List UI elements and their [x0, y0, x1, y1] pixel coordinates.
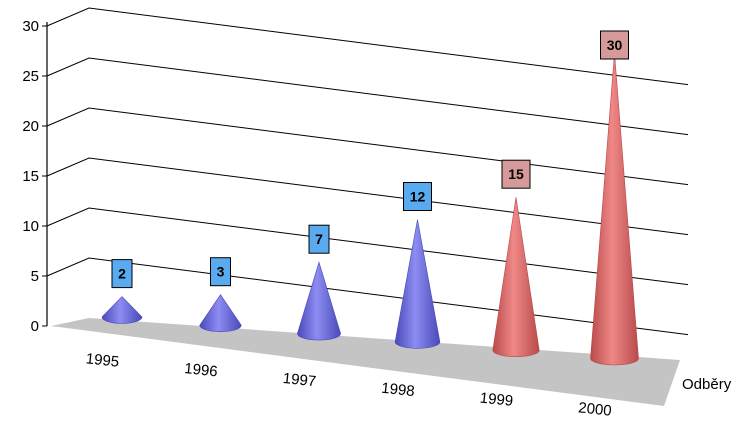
gridline: [46, 107, 689, 186]
cone-bar: [297, 261, 341, 341]
y-tick-label: 30: [22, 18, 39, 35]
floor-plane: [51, 318, 680, 406]
gridline: [46, 7, 689, 86]
chart-floor: [51, 318, 680, 406]
gridlines: [46, 7, 689, 336]
value-axis: 0 5 10 15 20 25 30: [22, 18, 48, 335]
gridline: [46, 207, 689, 286]
y-tick-label: 20: [22, 118, 39, 135]
data-label: 30: [607, 37, 623, 53]
y-tick-label: 15: [22, 168, 39, 185]
data-label: 2: [118, 266, 126, 282]
y-tick-label: 5: [31, 268, 39, 285]
data-label: 12: [410, 189, 426, 205]
y-tick-label: 10: [22, 218, 39, 235]
data-label-box: [111, 259, 133, 289]
category-label: 1996: [183, 360, 218, 380]
category-label: 2000: [577, 399, 612, 419]
gridline: [46, 157, 689, 236]
data-labels: 2 3 7 12 15 30: [111, 30, 629, 289]
category-label: 1997: [282, 370, 317, 390]
category-axis: 1995 1996 1997 1998 1999 2000: [85, 350, 612, 419]
cone-bar: [101, 296, 143, 324]
y-tick-label: 25: [22, 68, 39, 85]
category-label: 1995: [85, 350, 120, 370]
data-label: 3: [217, 264, 225, 280]
data-label-box: [403, 182, 432, 211]
gridline: [46, 57, 689, 136]
data-label-box: [308, 224, 330, 254]
category-label: 1999: [479, 390, 514, 410]
cone-bar: [590, 52, 639, 366]
category-label: 1998: [380, 380, 415, 400]
cone-bar: [492, 197, 540, 357]
data-label-box: [501, 159, 531, 189]
data-label: 7: [315, 231, 323, 247]
gridline: [46, 257, 689, 336]
data-label-box: [600, 30, 629, 60]
cone-series: [101, 52, 639, 366]
y-tick-label: 0: [31, 318, 39, 335]
data-label-box: [210, 257, 231, 287]
cone-bar: [199, 294, 242, 333]
cone-bar: [394, 219, 441, 349]
data-label: 15: [508, 166, 524, 182]
series-label: Odběry: [682, 376, 732, 393]
